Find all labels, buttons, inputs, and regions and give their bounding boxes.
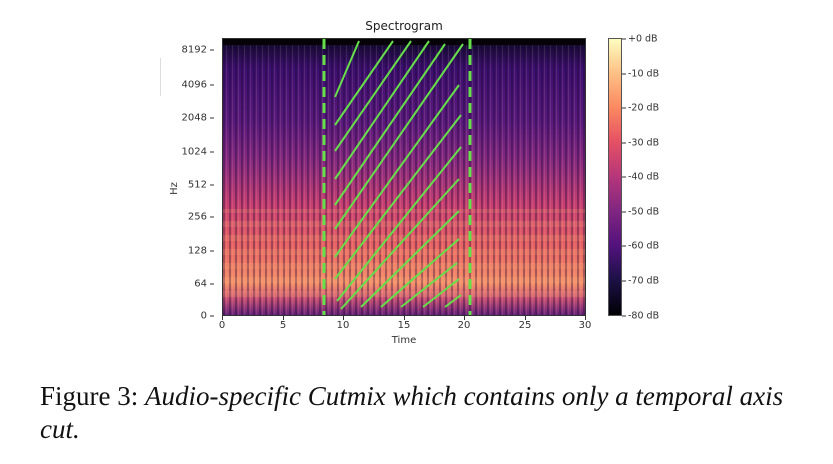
cbtick-10: -10 dB (622, 69, 659, 80)
cbtick-30: -30 dB (622, 138, 659, 149)
cbtick-70: -70 dB (622, 276, 659, 287)
ytick-128: 128 (188, 246, 214, 257)
figure-caption: Figure 3: Audio-specific Cutmix which co… (40, 380, 810, 446)
caption-text: Audio-specific Cutmix which contains onl… (40, 381, 784, 444)
spectrogram-plot (222, 38, 586, 316)
xtick-25: 25 (518, 320, 532, 331)
cbtick-20: -20 dB (622, 103, 659, 114)
spectrogram-heatmap (223, 39, 585, 315)
xtick-10: 10 (336, 320, 350, 331)
xtick-20: 20 (457, 320, 471, 331)
ytick-2048: 2048 (182, 113, 214, 124)
chart-title: Spectrogram (365, 19, 443, 33)
xtick-5: 5 (279, 320, 287, 331)
cbtick-80: -80 dB (622, 311, 659, 322)
ytick-8192: 8192 (182, 45, 214, 56)
ytick-0: 0 (201, 311, 214, 322)
cut-boundaries (322, 39, 472, 315)
xtick-0: 0 (218, 320, 226, 331)
spectrogram-figure: Spectrogram (0, 0, 833, 360)
y-axis-label: Hz (168, 182, 180, 195)
ytick-1024: 1024 (182, 147, 214, 158)
cbtick-40: -40 dB (622, 172, 659, 183)
cbtick-50: -50 dB (622, 207, 659, 218)
colorbar (608, 38, 622, 316)
caption-label: Figure 3: (40, 381, 139, 411)
ytick-512: 512 (188, 180, 214, 191)
cbtick-60: -60 dB (622, 241, 659, 252)
x-axis-label: Time (391, 335, 417, 346)
ytick-64: 64 (194, 279, 214, 290)
cbtick-0: +0 dB (622, 34, 658, 45)
xtick-30: 30 (578, 320, 592, 331)
ytick-256: 256 (188, 212, 214, 223)
margin-line (160, 58, 161, 96)
xtick-15: 15 (397, 320, 411, 331)
ytick-4096: 4096 (182, 80, 214, 91)
